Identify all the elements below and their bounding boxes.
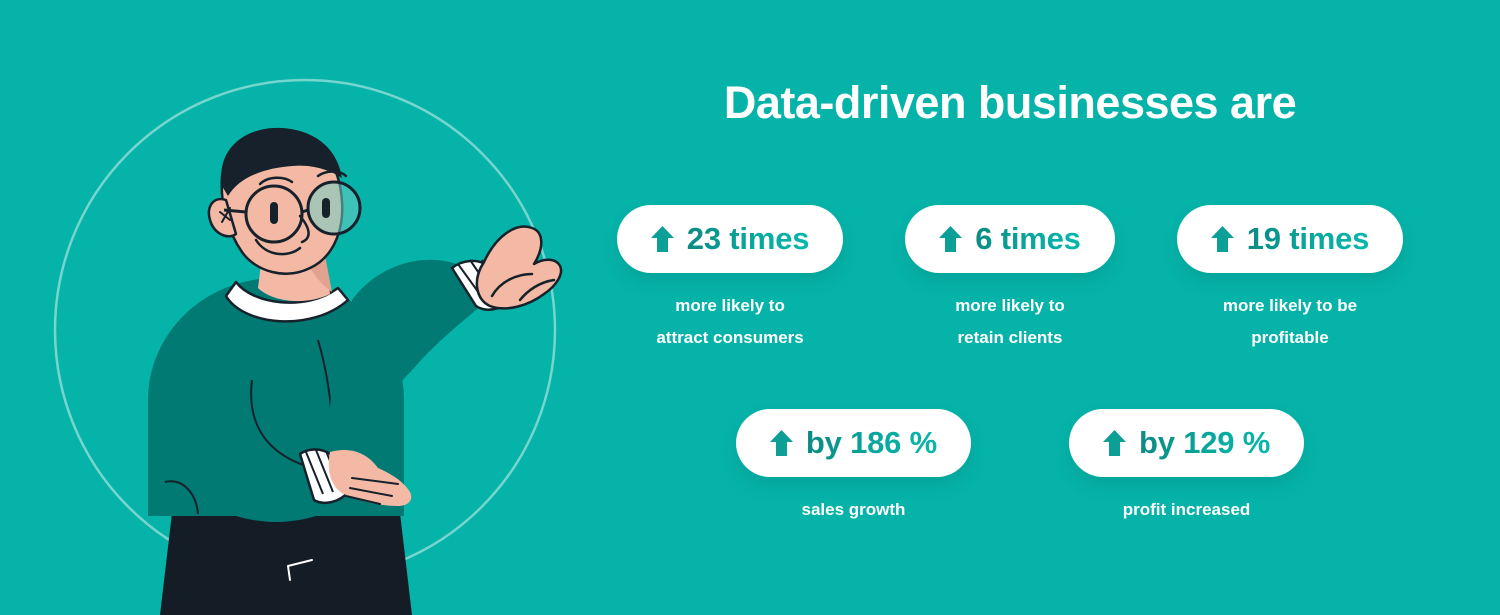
character-nose (298, 214, 310, 244)
arrow-up-icon (1103, 430, 1126, 456)
stat-profit-increased: by 129 % profit increased (1069, 409, 1305, 526)
character-collar (224, 280, 350, 323)
stat-value: 19 times (1246, 221, 1370, 256)
sweater-side-curve (164, 480, 199, 515)
stat-caption: profit increased (1122, 500, 1251, 519)
content-column: Data-driven businesses are 23 times more… (560, 0, 1500, 615)
stat-sales-growth: by 186 % sales growth (735, 409, 971, 526)
character-eyebrow-left (258, 176, 294, 186)
pants-pocket-line (287, 559, 313, 567)
stat-row-top: 23 times more likely to attract consumer… (560, 205, 1460, 354)
stat-pill[interactable]: 23 times (616, 205, 844, 273)
stat-value: 6 times (975, 221, 1081, 256)
character-lower-hand (328, 449, 412, 506)
character-raised-hand (475, 225, 563, 310)
stat-pill[interactable]: 19 times (1176, 205, 1404, 273)
character-illustration (0, 0, 600, 615)
stat-value: 23 times (686, 221, 810, 256)
character-glasses (223, 180, 362, 244)
character-hair (221, 127, 342, 196)
page-title: Data-driven businesses are (723, 77, 1297, 128)
stat-caption: more likely to be profitable (1222, 296, 1358, 347)
raised-hand-finger-line (518, 278, 556, 302)
character-mouth (254, 238, 302, 256)
stat-attract-consumers: 23 times more likely to attract consumer… (616, 205, 844, 354)
stat-pill[interactable]: by 129 % (1069, 409, 1305, 477)
stat-caption: more likely to attract consumers (656, 296, 804, 347)
arrow-up-icon (1210, 226, 1234, 252)
stat-caption: more likely to retain clients (955, 296, 1065, 347)
stat-pill[interactable]: by 186 % (735, 409, 971, 477)
character-eyebrow-right (316, 170, 348, 178)
character-pants (160, 513, 412, 615)
stat-value: by 129 % (1139, 425, 1271, 460)
stat-row-bottom: by 186 % sales growth by 129 % profit in… (640, 409, 1400, 526)
stat-pill[interactable]: 6 times (905, 205, 1115, 273)
raised-hand-thumb-line (490, 272, 534, 298)
arrow-up-icon (939, 226, 963, 252)
lower-hand-finger-lines (345, 477, 399, 505)
stat-value: by 186 % (805, 425, 937, 460)
stat-retain-clients: 6 times more likely to retain clients (905, 205, 1115, 354)
stat-caption: sales growth (801, 500, 906, 519)
pants-pocket-line-2 (287, 565, 291, 581)
stat-profitable: 19 times more likely to be profitable (1176, 205, 1404, 354)
arrow-up-icon (769, 430, 793, 456)
arrow-up-icon (650, 226, 674, 252)
character-ear (207, 197, 238, 238)
